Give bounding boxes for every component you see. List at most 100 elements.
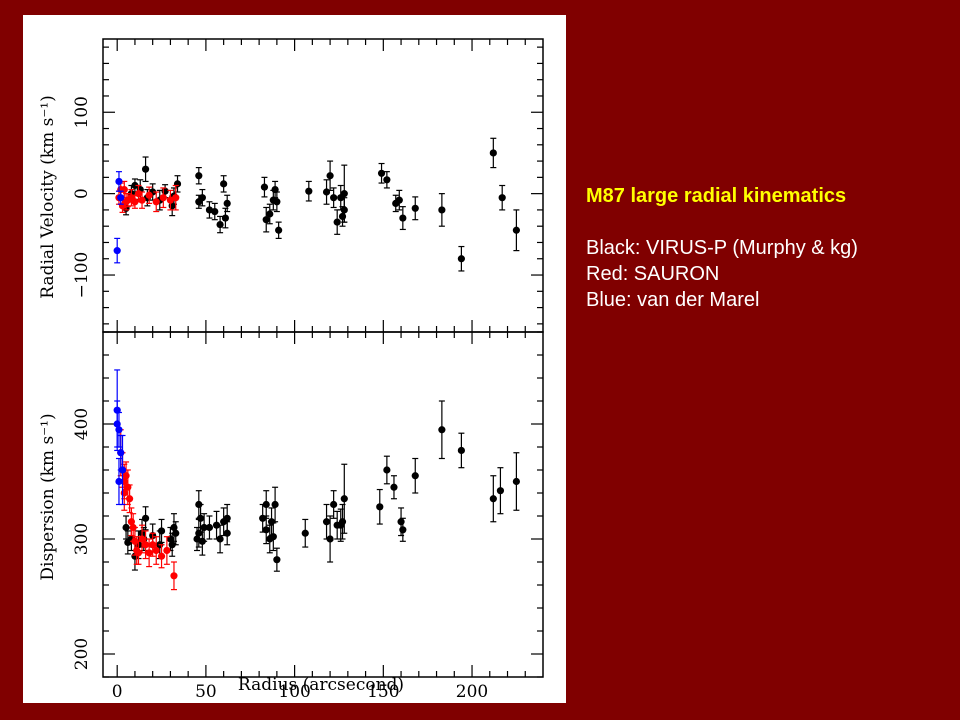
black-data-point bbox=[326, 535, 334, 543]
plot-panel: −100 0 100 200 300 400 0 50 100 150 200 Radial Vel… bbox=[23, 15, 566, 703]
red-data-point bbox=[126, 495, 134, 503]
top-panel-frame bbox=[102, 38, 544, 333]
black-data-point bbox=[157, 527, 166, 535]
blue-data-point bbox=[117, 194, 125, 202]
black-data-point bbox=[399, 214, 407, 222]
y-tick-label: 100 bbox=[72, 96, 92, 128]
red-data-point bbox=[145, 191, 153, 199]
red-data-point bbox=[170, 572, 178, 580]
black-data-point bbox=[220, 180, 228, 188]
black-data-point bbox=[512, 226, 520, 234]
top-ylabel: Radial Velocity (km s⁻¹) bbox=[38, 95, 58, 298]
black-data-point bbox=[223, 529, 231, 537]
black-data-point bbox=[168, 541, 176, 549]
black-data-point bbox=[200, 523, 208, 532]
black-data-point bbox=[122, 523, 130, 532]
black-data-point bbox=[271, 185, 279, 194]
black-data-point bbox=[266, 210, 274, 218]
black-data-point bbox=[340, 190, 348, 198]
axis-ticks bbox=[103, 39, 543, 678]
black-data-point bbox=[205, 523, 214, 532]
y-tick-label: 0 bbox=[72, 188, 92, 199]
black-data-point bbox=[211, 207, 219, 216]
black-data-point bbox=[512, 477, 520, 486]
black-data-point bbox=[216, 220, 224, 229]
y-tick-label: 200 bbox=[72, 638, 92, 670]
black-data-point bbox=[273, 556, 281, 564]
black-data-point bbox=[172, 529, 180, 537]
black-data-point bbox=[305, 187, 313, 195]
red-data-point bbox=[172, 194, 180, 202]
black-data-point bbox=[161, 187, 169, 195]
black-data-point bbox=[411, 472, 419, 480]
red-data-point bbox=[138, 196, 146, 204]
x-tick-label: 200 bbox=[456, 682, 488, 702]
black-data-point bbox=[489, 149, 497, 157]
bottom-ylabel: Dispersion (km s⁻¹) bbox=[38, 413, 58, 580]
y-tick-label: 300 bbox=[72, 523, 92, 555]
kinematics-chart: −100 0 100 200 300 400 0 50 100 150 200 Radial Vel… bbox=[38, 38, 544, 702]
black-data-point bbox=[330, 194, 338, 202]
y-tick-label: −100 bbox=[72, 252, 92, 299]
black-data-point bbox=[489, 495, 497, 503]
black-data-point bbox=[457, 255, 465, 263]
black-data-point bbox=[330, 500, 338, 509]
bottom-panel-frame bbox=[102, 331, 544, 678]
black-data-point bbox=[273, 198, 281, 206]
black-data-point bbox=[377, 169, 386, 177]
black-data-point bbox=[399, 526, 407, 534]
black-data-point bbox=[262, 500, 270, 509]
red-data-point bbox=[141, 541, 150, 549]
black-data-point bbox=[223, 199, 231, 208]
red-data-point bbox=[152, 546, 160, 555]
x-tick-label: 150 bbox=[367, 682, 399, 702]
red-data-point bbox=[134, 549, 143, 557]
black-data-point bbox=[260, 183, 269, 191]
black-data-point bbox=[383, 176, 391, 184]
black-data-point bbox=[141, 514, 150, 522]
x-tick-label: 50 bbox=[195, 682, 217, 702]
black-data-point bbox=[411, 204, 419, 212]
legend-red: Red: SAURON bbox=[586, 263, 720, 285]
x-tick-label: 100 bbox=[278, 682, 310, 702]
legend-black: Black: VIRUS-P (Murphy & kg) bbox=[586, 237, 858, 259]
black-data-point bbox=[383, 466, 391, 474]
red-data-point bbox=[163, 546, 171, 555]
black-data-point bbox=[271, 500, 279, 509]
black-data-point bbox=[496, 487, 505, 495]
red-data-point bbox=[149, 541, 157, 549]
black-data-point bbox=[196, 514, 205, 522]
data-marks bbox=[113, 137, 520, 591]
black-data-point bbox=[340, 495, 348, 503]
black-data-point bbox=[195, 529, 203, 537]
red-data-point bbox=[152, 198, 160, 206]
black-data-point bbox=[269, 533, 277, 541]
red-data-point bbox=[138, 535, 146, 543]
tick-labels: −100 0 100 200 300 400 0 50 100 150 200 bbox=[72, 96, 488, 702]
black-data-point bbox=[376, 503, 384, 511]
black-data-point bbox=[397, 518, 405, 526]
black-data-point bbox=[326, 172, 334, 180]
blue-data-point bbox=[118, 466, 127, 474]
black-data-point bbox=[173, 180, 182, 188]
red-data-point bbox=[131, 198, 139, 206]
black-data-point bbox=[338, 518, 347, 526]
xlabel: Radius (arcsecond) bbox=[238, 675, 404, 695]
blue-data-point bbox=[115, 426, 123, 434]
black-data-point bbox=[262, 216, 270, 224]
black-data-point bbox=[301, 529, 309, 537]
black-data-point bbox=[216, 535, 224, 543]
y-tick-label: 400 bbox=[72, 408, 92, 440]
red-data-point bbox=[120, 185, 128, 194]
legend-blue: Blue: van der Marel bbox=[586, 289, 760, 311]
blue-data-point bbox=[117, 449, 125, 457]
black-data-point bbox=[212, 521, 221, 529]
black-data-point bbox=[457, 446, 465, 455]
black-data-point bbox=[198, 194, 206, 202]
red-data-point bbox=[145, 549, 153, 557]
black-data-point bbox=[322, 188, 331, 196]
black-data-point bbox=[390, 483, 398, 491]
red-data-point bbox=[159, 194, 167, 202]
black-data-point bbox=[498, 194, 506, 202]
caption: M87 large radial kinematics Black: VIRUS… bbox=[586, 183, 956, 313]
